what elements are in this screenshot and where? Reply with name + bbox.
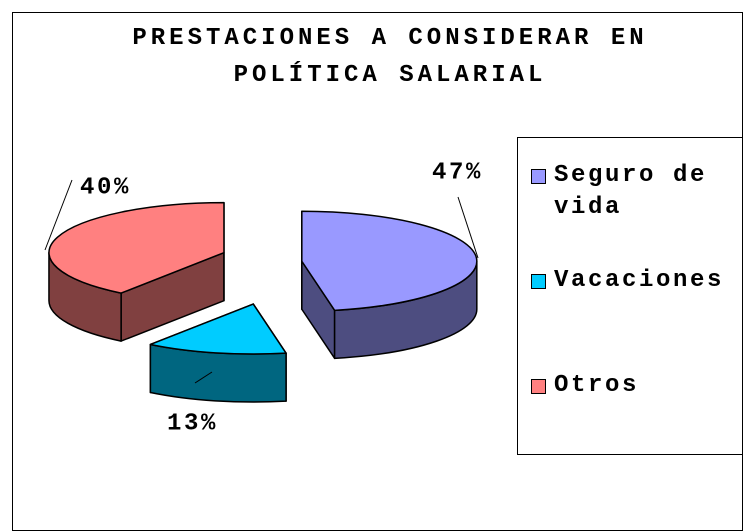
legend-swatch <box>531 274 546 289</box>
leader-line <box>194 371 213 384</box>
legend-item: Vacaciones <box>531 265 736 297</box>
legend-label: Seguro de vida <box>554 162 708 221</box>
legend-item: Otros <box>531 370 736 402</box>
leader-line <box>457 196 479 259</box>
pie-slice <box>48 201 225 342</box>
data-label: 40% <box>80 174 131 201</box>
pie-slice <box>301 210 478 360</box>
slice-top <box>48 201 225 294</box>
leader-line <box>44 179 73 251</box>
legend-swatch <box>531 379 546 394</box>
legend-label: Otros <box>554 372 640 399</box>
pie-slice <box>149 303 287 403</box>
legend-swatch <box>531 169 546 184</box>
slice-top <box>149 303 287 355</box>
legend-item: Seguro de vida <box>531 160 736 224</box>
data-label: 13% <box>167 410 218 437</box>
legend-label: Vacaciones <box>554 267 725 294</box>
legend-box <box>517 137 743 455</box>
data-label: 47% <box>432 159 483 186</box>
slice-top <box>301 210 478 312</box>
chart-title: PRESTACIONES A CONSIDERAR EN POLÍTICA SA… <box>132 25 648 89</box>
